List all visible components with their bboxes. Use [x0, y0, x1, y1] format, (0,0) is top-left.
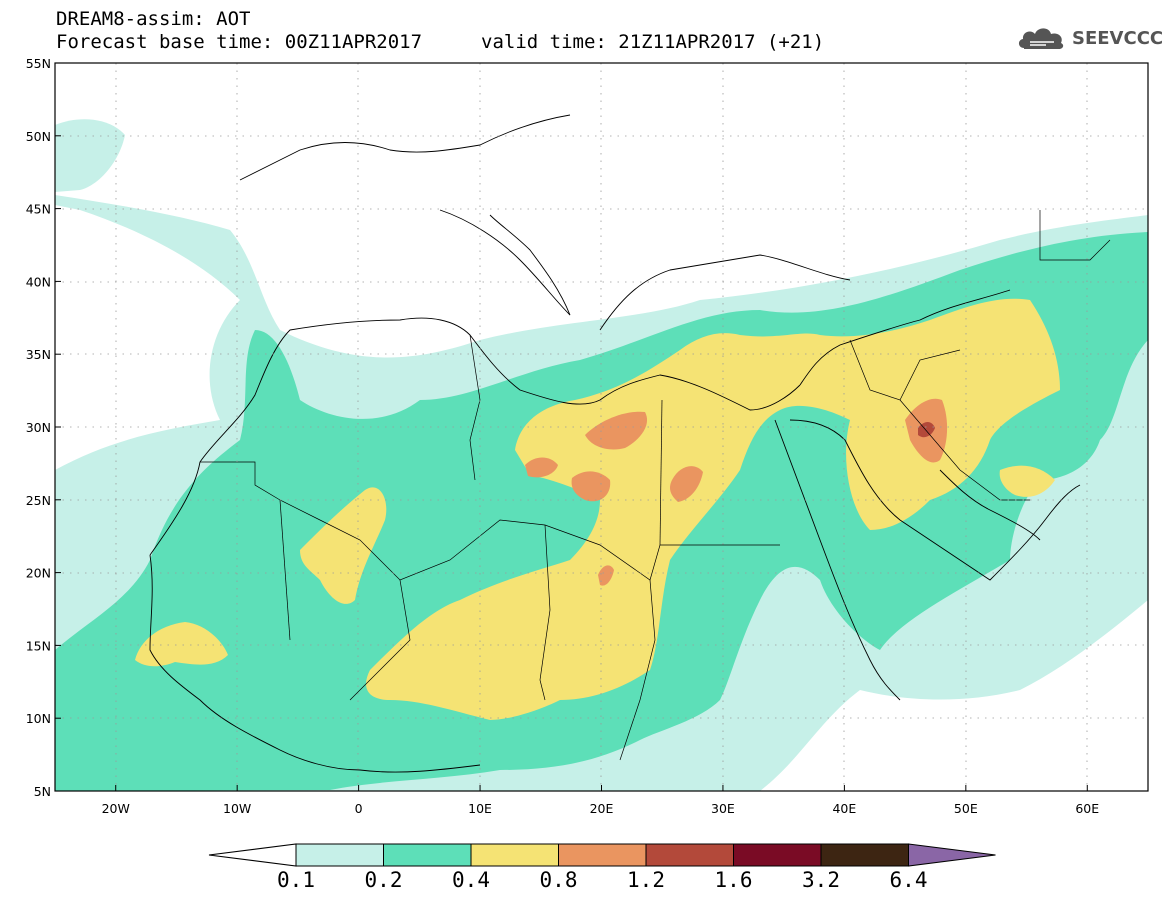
colorbar-segment — [645, 843, 734, 867]
aot-band-0.8-egypt — [670, 466, 703, 502]
aot-band-0.8-chad — [525, 457, 558, 478]
lon-tick-label: 0 — [355, 801, 363, 816]
lat-tick-label: 30N — [26, 420, 51, 435]
aot-field — [55, 119, 1148, 791]
lon-tick-label: 30E — [711, 801, 735, 816]
lat-tick-label: 15N — [26, 638, 51, 653]
aot-band-0.4-west — [300, 487, 387, 604]
lon-tick-label: 60E — [1075, 801, 1099, 816]
lat-tick-label: 35N — [26, 347, 51, 362]
colorbar-over-triangle — [908, 843, 996, 867]
forecast-base-time: Forecast base time: 00Z11APR2017 — [56, 31, 423, 53]
logo-text: SEEVCCC — [1072, 28, 1164, 49]
colorbar-label: 0.8 — [539, 868, 578, 892]
colorbar-label: 0.2 — [364, 868, 403, 892]
colorbar-label: 1.6 — [714, 868, 753, 892]
colorbar-segment — [733, 843, 822, 867]
aot-band-0.8-libya — [585, 411, 648, 450]
lat-tick-label: 20N — [26, 566, 51, 581]
lon-tick-label: 50E — [954, 801, 978, 816]
colorbar-segment — [383, 843, 472, 867]
colorbar-label: 0.4 — [452, 868, 490, 892]
lat-tick-label: 25N — [26, 493, 51, 508]
cloud-icon — [1018, 28, 1064, 49]
seevccc-logo: SEEVCCC — [1016, 22, 1163, 54]
lon-tick-label: 20E — [590, 801, 614, 816]
longitude-axis: 20W 10W 0 10E 20E 30E 40E 50E 60E — [102, 785, 1099, 816]
aot-band-0.4 — [366, 298, 1060, 720]
lon-tick-label: 20W — [102, 801, 130, 816]
aot-band-0.1-north — [55, 119, 125, 192]
colorbar-label: 0.1 — [277, 868, 315, 892]
colorbar-segment — [470, 843, 559, 867]
colorbar-label: 1.2 — [627, 868, 665, 892]
model-title: DREAM8-assim: AOT — [56, 8, 251, 30]
coastlines — [149, 114, 1081, 773]
colorbar-label: 3.2 — [802, 868, 840, 892]
lat-tick-label: 10N — [26, 711, 51, 726]
colorbar-segment — [558, 843, 647, 867]
aot-band-0.8-kufra — [571, 471, 611, 502]
lat-tick-label: 45N — [26, 202, 51, 217]
lon-tick-label: 40E — [832, 801, 856, 816]
lat-tick-label: 50N — [26, 129, 51, 144]
colorbar-under-triangle — [208, 843, 297, 867]
aot-band-0.4-senegal — [135, 622, 228, 667]
colorbar-segment — [295, 843, 384, 867]
colorbar-segment — [820, 843, 909, 867]
lon-tick-label: 10W — [223, 801, 251, 816]
lat-tick-label: 55N — [26, 56, 51, 71]
graticule — [55, 63, 1148, 791]
colorbar — [208, 843, 996, 867]
aot-band-0.8-sudan — [598, 565, 614, 586]
lat-tick-label: 40N — [26, 274, 51, 289]
valid-time: valid time: 21Z11APR2017 (+21) — [481, 31, 825, 53]
latitude-axis: 5N 10N 15N 20N 25N 30N 35N 40N 45N 50N 55N — [26, 56, 61, 799]
colorbar-label: 6.4 — [889, 868, 928, 892]
aot-band-0.4-oman — [999, 465, 1055, 497]
lat-tick-label: 5N — [34, 784, 51, 799]
lon-tick-label: 10E — [468, 801, 492, 816]
